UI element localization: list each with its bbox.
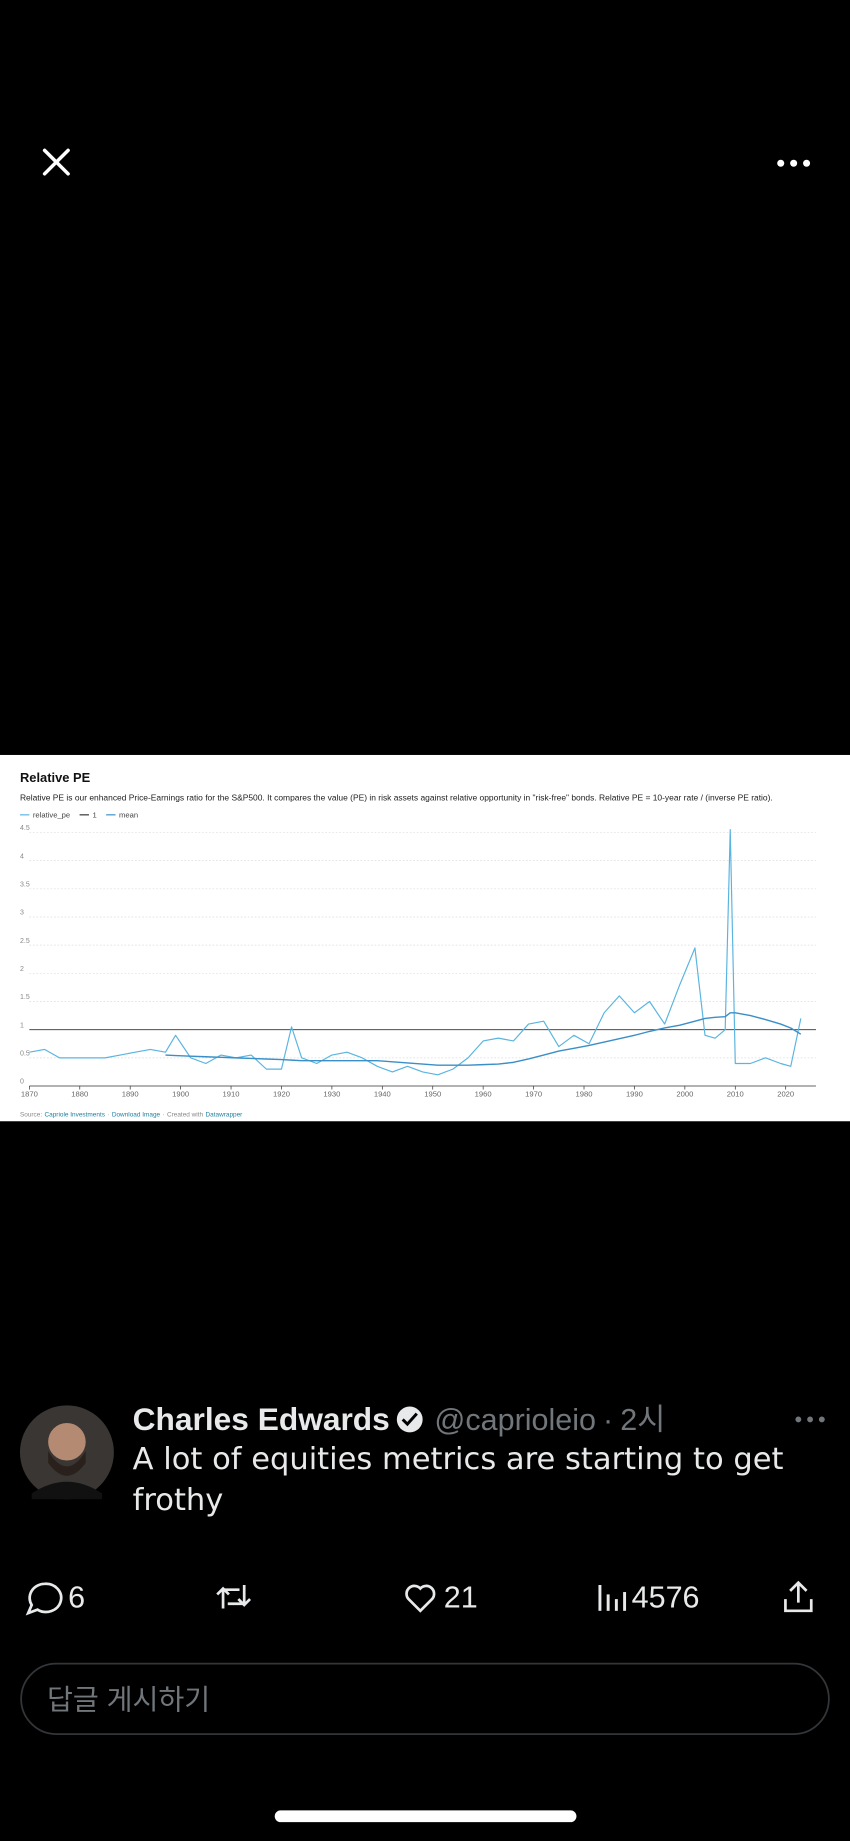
home-indicator bbox=[274, 1810, 577, 1823]
source-link: Datawrapper bbox=[205, 1112, 243, 1119]
x-tick-label: 1900 bbox=[172, 1090, 189, 1099]
y-tick-label: 0.5 bbox=[20, 1051, 30, 1058]
share-button[interactable] bbox=[784, 1580, 813, 1613]
chart-title: Relative PE bbox=[20, 770, 91, 785]
more-button[interactable] bbox=[777, 159, 811, 167]
x-tick-label: 1960 bbox=[475, 1090, 492, 1099]
source-text: · bbox=[107, 1112, 109, 1119]
x-tick-label: 1870 bbox=[21, 1090, 38, 1099]
x-tick-label: 1930 bbox=[323, 1090, 340, 1099]
y-tick-label: 1.5 bbox=[20, 994, 30, 1001]
series-line bbox=[165, 1012, 802, 1066]
like-button[interactable]: 21 bbox=[405, 1580, 478, 1614]
reply-input[interactable] bbox=[20, 1662, 830, 1735]
y-tick-label: 3.5 bbox=[20, 881, 30, 888]
source-text: · bbox=[162, 1112, 164, 1119]
verified-badge bbox=[396, 1406, 423, 1433]
x-tick-label: 1980 bbox=[576, 1090, 593, 1099]
series-line bbox=[29, 829, 802, 1076]
legend-label: 1 bbox=[92, 811, 96, 820]
x-tick-label: 1890 bbox=[122, 1090, 139, 1099]
separator: · bbox=[603, 1403, 613, 1437]
x-tick-label: 2010 bbox=[727, 1090, 744, 1099]
reply-placeholder: 답글 게시하기 bbox=[47, 1683, 210, 1715]
x-tick-label: 1970 bbox=[525, 1090, 542, 1099]
x-tick-label: 1940 bbox=[374, 1090, 391, 1099]
source-link: Capriole Investments bbox=[44, 1112, 104, 1119]
close-button[interactable] bbox=[42, 148, 70, 176]
source-text: Created with bbox=[167, 1112, 204, 1119]
retweet-button[interactable] bbox=[216, 1585, 252, 1609]
avatar[interactable] bbox=[19, 1405, 114, 1500]
views-button[interactable]: 4576 bbox=[598, 1580, 700, 1614]
chart-subtitle: Relative PE is our enhanced Price-Earnin… bbox=[20, 793, 773, 803]
reply-button[interactable]: 6 bbox=[25, 1580, 85, 1616]
y-tick-label: 3 bbox=[20, 910, 24, 917]
chart-image[interactable] bbox=[0, 754, 850, 1122]
reply-count: 6 bbox=[68, 1580, 85, 1614]
y-tick-label: 4 bbox=[20, 853, 24, 860]
legend-label: mean bbox=[119, 811, 138, 820]
y-tick-label: 0 bbox=[20, 1079, 24, 1086]
view-count: 4576 bbox=[632, 1580, 700, 1614]
y-tick-label: 1 bbox=[20, 1022, 24, 1029]
source-text: Source: bbox=[20, 1112, 42, 1119]
timestamp[interactable]: 2시 bbox=[620, 1403, 665, 1437]
tweet-text: A lot of equities metrics are starting t… bbox=[132, 1441, 784, 1519]
plot: 0 0.5 1 1.5 2 2.5 3 3.5 4 4.5 1870 1880 1890 1900 1910… bbox=[20, 825, 816, 1099]
y-tick-label: 4.5 bbox=[20, 825, 30, 832]
legend: relative_pe 1 mean bbox=[19, 811, 138, 820]
x-tick-label: 2020 bbox=[777, 1090, 794, 1099]
x-tick-label: 1910 bbox=[223, 1090, 240, 1099]
handle[interactable]: @caprioleio bbox=[434, 1403, 596, 1437]
author-name[interactable]: Charles Edwards bbox=[133, 1401, 390, 1437]
x-tick-label: 2000 bbox=[676, 1090, 693, 1099]
like-count: 21 bbox=[444, 1580, 478, 1614]
y-tick-label: 2 bbox=[20, 966, 24, 973]
source-link: Download Image bbox=[112, 1112, 161, 1119]
author-meta: @caprioleio · 2시 bbox=[434, 1403, 665, 1437]
chart-source: Source: Capriole Investments · Download Ima… bbox=[20, 1112, 243, 1119]
tweet-text-box: A lot of equities metrics are starting t… bbox=[132, 1441, 784, 1519]
y-tick-label: 2.5 bbox=[20, 938, 30, 945]
x-tick-label: 1950 bbox=[424, 1090, 441, 1099]
x-tick-label: 1880 bbox=[71, 1090, 88, 1099]
tweet-more[interactable] bbox=[795, 1416, 825, 1423]
x-tick-label: 1990 bbox=[626, 1090, 643, 1099]
x-tick-label: 1920 bbox=[273, 1090, 290, 1099]
legend-label: relative_pe bbox=[33, 811, 70, 820]
